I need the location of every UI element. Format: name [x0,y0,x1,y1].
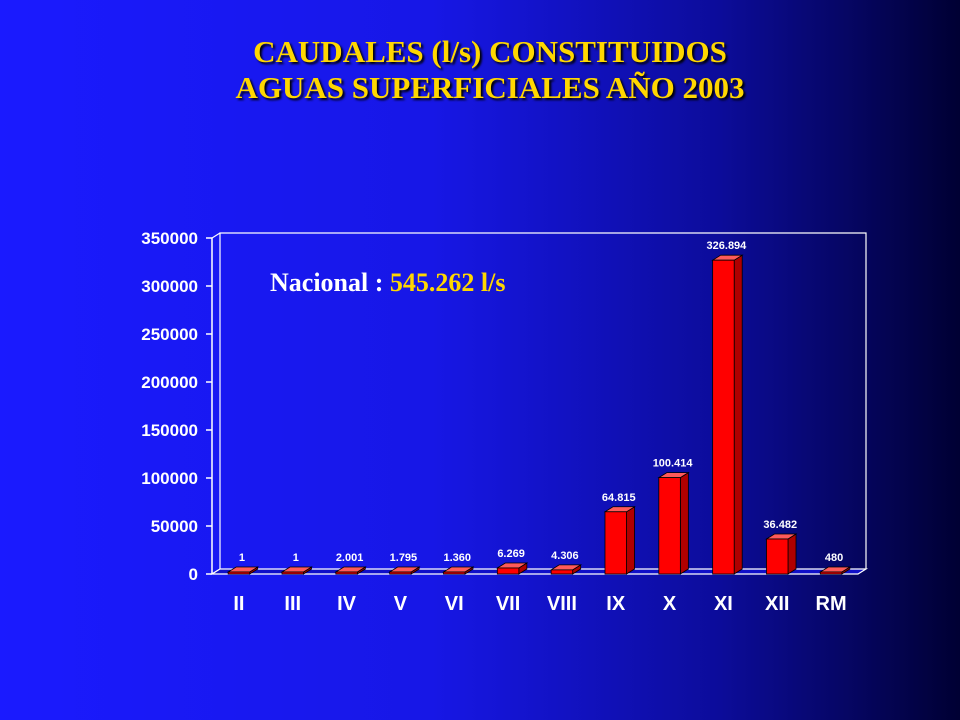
bar-IV [334,566,367,575]
bar-front [389,571,412,575]
bar-front [550,569,574,575]
value-label-X: 100.414 [653,458,694,470]
value-label-IV: 2.001 [336,552,364,564]
national-total-label: Nacional : [270,268,390,297]
bar-front [819,571,843,575]
x-tick-label-RM: RM [816,593,847,615]
y-tick-label: 300000 [141,277,198,296]
value-label-V: 1.795 [390,552,418,564]
value-label-XI: 326.894 [707,240,748,252]
bar-side [679,471,689,575]
bar-front [658,477,681,575]
national-total-annotation: Nacional : 545.262 l/s [270,268,505,297]
bar-III [280,566,313,575]
value-label-XII: 36.482 [763,519,797,531]
bar-X [657,471,690,575]
bar-RM [818,566,852,575]
bar-VII [495,562,529,575]
chart-title-line-2: AGUAS SUPERFICIALES AÑO 2003 [235,70,745,105]
x-tick-label-VII: VII [496,593,520,615]
value-label-VIII: 4.306 [551,550,579,562]
y-tick-label: 250000 [141,325,198,344]
bar-VIII [549,564,583,575]
bar-XI [711,254,744,575]
value-label-VII: 6.269 [497,548,525,560]
y-tick-label: 150000 [141,421,198,440]
bars [226,254,852,575]
bar-front [604,511,627,575]
bar-front [227,571,251,575]
bar-front [712,259,735,575]
value-label-IX: 64.815 [602,492,636,504]
y-axis: 0 50000 100000 150000 200000 250000 300000 3500… [141,229,212,584]
bar-II [226,566,260,575]
bar-front [496,567,520,575]
value-label-VI: 1.360 [443,552,471,564]
plot-frame [209,232,869,575]
y-tick-label: 100000 [141,469,198,488]
x-tick-label-VIII: VIII [547,593,577,615]
bar-front [443,571,466,575]
y-tick-label: 200000 [141,373,198,392]
value-label-II: 1 [239,552,245,564]
chart-title: CAUDALES (l/s) CONSTITUIDOS AGUAS SUPERF… [0,34,960,106]
bar-side [626,506,635,575]
x-tick-label-II: II [233,593,244,615]
bar-XII [765,533,798,575]
x-tick-label-XII: XII [765,593,789,615]
bar-IX [603,506,636,575]
bar-side [733,254,743,575]
value-label-III: 1 [293,552,299,564]
y-tick-label: 0 [189,565,198,584]
bar-side [787,533,797,575]
x-tick-label-IX: IX [606,593,626,615]
bar-front [766,538,789,575]
bar-front [335,571,358,575]
value-label-RM: 480 [825,552,843,564]
bar-VI [442,566,475,575]
axis-depth-edge [211,232,221,239]
x-tick-label-IV: IV [337,593,357,615]
y-tick-label: 50000 [151,517,198,536]
value-labels: 1 1 2.001 1.795 1.360 6.269 4.306 64.815 100.414… [239,240,843,564]
y-tick-label: 350000 [141,229,198,248]
x-tick-label-III: III [284,593,301,615]
x-tick-label-V: V [394,593,408,615]
chart-title-line-1: CAUDALES (l/s) CONSTITUIDOS [253,34,727,69]
plot-floor [209,568,869,575]
bar-V [388,566,421,575]
national-total-value: 545.262 l/s [390,268,506,297]
x-tick-label-X: X [663,593,677,615]
bar-front [281,571,304,575]
x-tick-label-VI: VI [445,593,464,615]
x-axis: II III IV V VI VII VIII IX X XI XII RM [233,593,846,615]
x-tick-label-XI: XI [714,593,733,615]
